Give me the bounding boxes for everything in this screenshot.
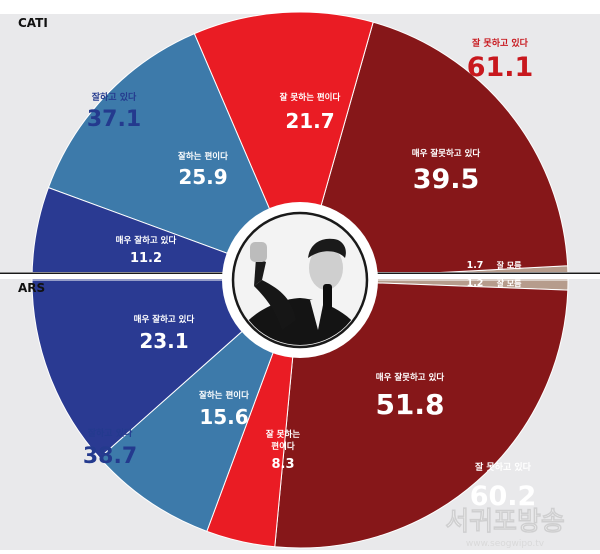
panel-label-cati: CATI — [18, 16, 48, 30]
ars-bad-total-label: 잘 못하고 있다 — [475, 461, 532, 473]
cati-good-total-value: 37.1 — [87, 107, 141, 132]
ars-bad-value: 8.3 — [271, 457, 294, 472]
ars-bad-total-value: 60.2 — [470, 481, 537, 512]
ars-very-bad-label: 매우 잘못하고 있다 — [376, 372, 445, 383]
cati-dont-know-value: 1.7 — [467, 260, 484, 271]
ars-very-good-label: 매우 잘하고 있다 — [134, 314, 195, 325]
cati-very-bad-label: 매우 잘못하고 있다 — [412, 148, 481, 159]
ars-slice-good — [98, 279, 301, 532]
ars-dont-know-value: 1.2 — [467, 278, 484, 289]
cati-good-value: 25.9 — [178, 165, 227, 189]
ars-slice-very-bad — [274, 279, 569, 549]
ars-bad-label-line1: 잘 못하는 — [266, 429, 300, 440]
ars-good-total-value: 38.7 — [83, 444, 137, 469]
cati-bad-total-value: 61.1 — [467, 52, 534, 83]
cati-bad-total-label: 잘 못하고 있다 — [472, 37, 529, 49]
cati-good-total-label: 잘하고 있다 — [92, 91, 137, 103]
ars-good-total-label: 잘하고 있다 — [88, 427, 133, 439]
ars-slice-very-good — [31, 279, 302, 459]
ars-bad-label-line2: 편이다 — [271, 441, 295, 452]
cati-bad-value: 21.7 — [285, 109, 334, 133]
center-photo — [222, 202, 378, 358]
cati-slice-very-bad — [299, 21, 569, 281]
svg-text:서귀포방송: 서귀포방송 — [445, 507, 565, 537]
panel-label-ars: ARS — [18, 281, 45, 295]
cati-slice-good — [47, 33, 301, 281]
ars-good-label: 잘하는 편이다 — [199, 390, 249, 401]
svg-text:www.seogwipo.tv: www.seogwipo.tv — [466, 539, 545, 549]
cati-good-label: 잘하는 편이다 — [178, 151, 228, 162]
ars-good-value: 15.6 — [199, 405, 248, 429]
ars-dont-know-label: 잘 모름 — [497, 278, 523, 288]
cati-slice-bad — [193, 11, 374, 282]
cati-bad-label: 잘 못하는 편이다 — [280, 92, 341, 103]
slices-group — [31, 11, 569, 549]
ars-very-good-value: 23.1 — [139, 329, 188, 353]
ars-very-bad-value: 51.8 — [375, 388, 444, 421]
cati-very-good-value: 11.2 — [130, 251, 162, 266]
cati-very-good-label: 매우 잘하고 있다 — [116, 235, 177, 246]
cati-very-bad-value: 39.5 — [413, 164, 480, 195]
cati-dont-know-label: 잘 모름 — [497, 260, 523, 270]
watermark-logo: 서귀포방송 www.seogwipo.tv — [445, 507, 565, 549]
